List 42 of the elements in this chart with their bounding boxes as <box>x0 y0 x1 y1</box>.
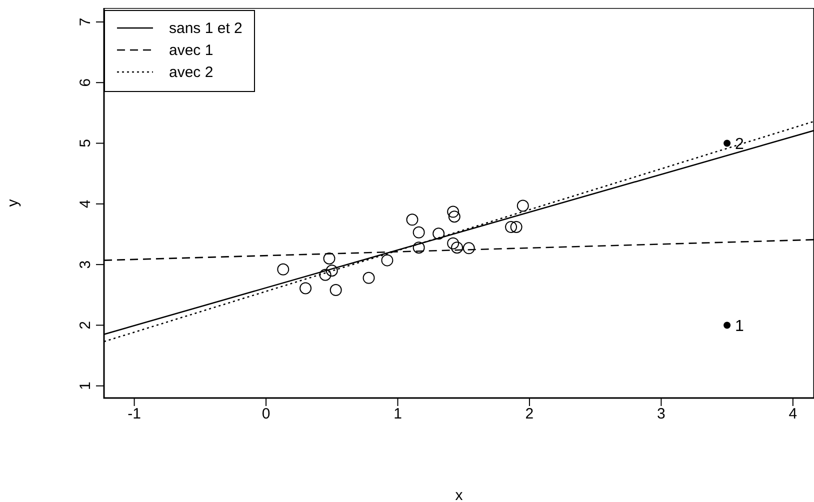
point <box>724 140 731 147</box>
point <box>447 237 460 250</box>
point <box>330 284 342 296</box>
legend-label: sans 1 et 2 <box>169 20 242 36</box>
y-axis-title: y <box>4 198 22 207</box>
y-tick-label: 5 <box>77 139 94 148</box>
point <box>412 242 425 254</box>
point <box>323 252 336 264</box>
y-tick-label: 2 <box>77 321 94 330</box>
annotation: 2 <box>735 136 744 153</box>
x-tick-label: 1 <box>394 406 402 423</box>
point <box>510 220 522 233</box>
point <box>516 200 529 212</box>
point <box>319 268 332 281</box>
point <box>448 210 460 223</box>
point <box>381 254 394 266</box>
x-tick-label: 3 <box>657 406 666 423</box>
y-tick-label: 4 <box>77 200 94 208</box>
x-axis-title: x <box>455 487 464 502</box>
x-tick-label: 0 <box>262 406 270 423</box>
y-tick-label: 6 <box>77 78 94 87</box>
legend-label: avec 2 <box>169 64 214 80</box>
point <box>326 264 338 277</box>
y-tick-label: 3 <box>77 260 94 269</box>
point <box>724 322 731 329</box>
point <box>412 226 425 238</box>
point <box>362 272 375 284</box>
point <box>432 228 445 240</box>
y-tick-label: 1 <box>77 382 94 390</box>
point <box>505 220 518 233</box>
y-tick-label: 7 <box>77 18 94 26</box>
point <box>406 214 418 226</box>
point <box>300 282 312 294</box>
annotation: 1 <box>735 318 744 335</box>
point <box>447 206 460 218</box>
legend-label: avec 1 <box>169 42 214 58</box>
x-tick-label: 2 <box>525 406 534 423</box>
point <box>277 263 290 276</box>
x-tick-label: 4 <box>788 406 798 423</box>
point <box>462 242 475 254</box>
x-tick-label: -1 <box>128 406 141 423</box>
point <box>451 242 464 254</box>
